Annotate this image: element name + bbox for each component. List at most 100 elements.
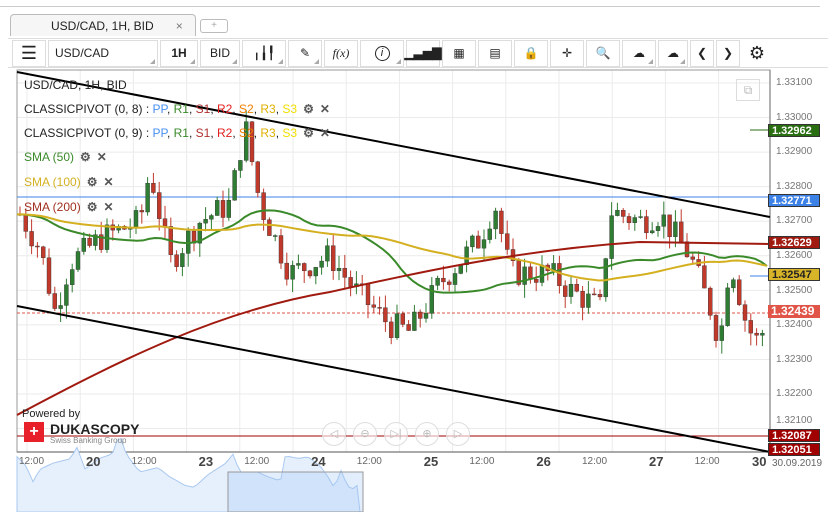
candle-body — [331, 245, 336, 271]
candle-body — [156, 192, 162, 219]
time-tick: 30 — [752, 454, 767, 469]
candle-body — [481, 239, 487, 249]
pivot-level-r2: R2 — [217, 126, 233, 140]
crosshair-button[interactable]: ✛ — [550, 39, 584, 67]
price-tick: 1.32700 — [776, 215, 813, 227]
candle-body — [69, 269, 75, 285]
gear-icon[interactable]: ⚙ — [303, 102, 314, 116]
candle-body — [98, 234, 104, 250]
candle-body — [690, 256, 695, 260]
candle-body — [528, 266, 533, 280]
candle-body — [505, 233, 510, 250]
candle-body — [87, 237, 92, 246]
sma-label: SMA (200) — [24, 200, 81, 214]
sma-label: SMA (100) — [24, 175, 81, 189]
scroll-left-button[interactable]: ❮ — [690, 39, 714, 67]
pivot-level-s1: S1 — [195, 102, 211, 116]
popout-icon[interactable]: ⧉ — [736, 79, 760, 101]
close-icon[interactable]: ✕ — [96, 150, 107, 164]
upload-button[interactable]: ☁ — [622, 39, 656, 67]
settings-button[interactable]: ⚙ — [742, 39, 772, 67]
zoom-in-button[interactable]: ⊕ — [415, 422, 439, 446]
candle-body — [139, 210, 145, 213]
time-tick: 12:00 — [469, 456, 495, 467]
draw-button[interactable]: ✎ — [288, 39, 322, 67]
candle-body — [470, 235, 475, 248]
chart-type-button[interactable]: ╷╽╿ — [242, 39, 286, 67]
candle-body — [487, 228, 492, 240]
download-button[interactable]: ☁ — [658, 39, 688, 67]
candle-body — [429, 285, 434, 314]
candle-body — [400, 313, 405, 325]
pivot-level-s3: S3 — [282, 102, 298, 116]
candle-body — [93, 234, 98, 246]
gear-icon[interactable]: ⚙ — [86, 175, 98, 189]
candle-body — [760, 333, 765, 336]
info-button[interactable]: i — [360, 39, 404, 67]
menu-button[interactable]: ☰ — [12, 39, 46, 67]
close-icon[interactable]: ✕ — [103, 200, 114, 214]
close-icon[interactable]: ✕ — [103, 175, 114, 189]
swiss-cross-logo: + — [24, 422, 44, 442]
lock-button[interactable]: 🔒 — [514, 39, 548, 67]
volume-button[interactable]: ▁▃▅▇ — [405, 39, 441, 67]
candle-body — [162, 218, 168, 227]
candle-body — [336, 268, 342, 271]
candle-body — [29, 231, 34, 247]
indicators-button[interactable]: f(x) — [324, 39, 358, 67]
instrument-select[interactable]: USD/CAD — [48, 39, 158, 67]
time-tick: 12:00 — [19, 456, 45, 467]
zoom-out-button[interactable]: ⊖ — [353, 422, 377, 446]
price-badge: 1.32962 — [768, 124, 820, 137]
candle-body — [423, 313, 429, 319]
gear-icon[interactable]: ⚙ — [86, 200, 98, 214]
scroll-left-button[interactable]: ◁ — [322, 422, 346, 446]
candle-body — [568, 283, 574, 297]
candle-body — [580, 291, 585, 308]
candle-body — [220, 200, 226, 218]
navigator-window — [227, 471, 364, 512]
candle-body — [737, 279, 742, 305]
info-icon: i — [374, 45, 390, 61]
period-select[interactable]: 1H — [160, 39, 198, 67]
toolbar: ☰ USD/CAD 1H BID ╷╽╿ ✎ f(x) i ▁▃▅▇ ▦ ▤ 🔒… — [8, 38, 828, 68]
candle-body — [290, 265, 295, 280]
close-tab-icon[interactable]: × — [175, 18, 183, 33]
candle-body — [615, 210, 620, 216]
news-icon: ▤ — [489, 46, 501, 60]
candle-body — [325, 245, 330, 262]
price-badge: 1.32087 — [768, 429, 820, 442]
gear-icon[interactable]: ⚙ — [303, 126, 314, 140]
scroll-right-button[interactable]: ▷ — [446, 422, 470, 446]
price-badge: 1.32547 — [768, 268, 820, 281]
side-select[interactable]: BID — [200, 39, 240, 67]
calendar-button[interactable]: ▦ — [442, 39, 476, 67]
candle-body — [226, 200, 232, 218]
tab-usdcad[interactable]: USD/CAD, 1H, BID × — [10, 14, 196, 36]
zoom-button[interactable]: 🔍 — [586, 39, 620, 67]
candle-body — [383, 307, 388, 323]
price-tick: 1.32200 — [776, 388, 813, 400]
gear-icon[interactable]: ⚙ — [80, 150, 91, 164]
price-tick: 1.32600 — [776, 250, 813, 261]
price-tick: 1.32500 — [776, 284, 813, 296]
price-badge: 1.32051 — [768, 443, 820, 456]
news-button[interactable]: ▤ — [478, 39, 512, 67]
scroll-right-button[interactable]: ❯ — [716, 39, 740, 67]
chart-title: USD/CAD, 1H, BID — [24, 78, 127, 92]
sma-50-line — [16, 209, 768, 294]
candle-body — [673, 221, 678, 237]
scroll-end-button[interactable]: ▷| — [384, 422, 408, 446]
candle-body — [684, 241, 690, 258]
candle-body — [209, 215, 214, 220]
close-icon[interactable]: ✕ — [319, 102, 330, 116]
price-tick: 1.32800 — [776, 180, 813, 192]
new-tab-button[interactable]: + — [200, 19, 228, 33]
candle-body — [64, 284, 69, 306]
candle-body — [441, 277, 446, 283]
powered-by: Powered by — [22, 408, 81, 420]
magnifier-icon: 🔍 — [595, 46, 611, 60]
close-icon[interactable]: ✕ — [319, 126, 330, 140]
sma-200-line — [16, 240, 771, 416]
